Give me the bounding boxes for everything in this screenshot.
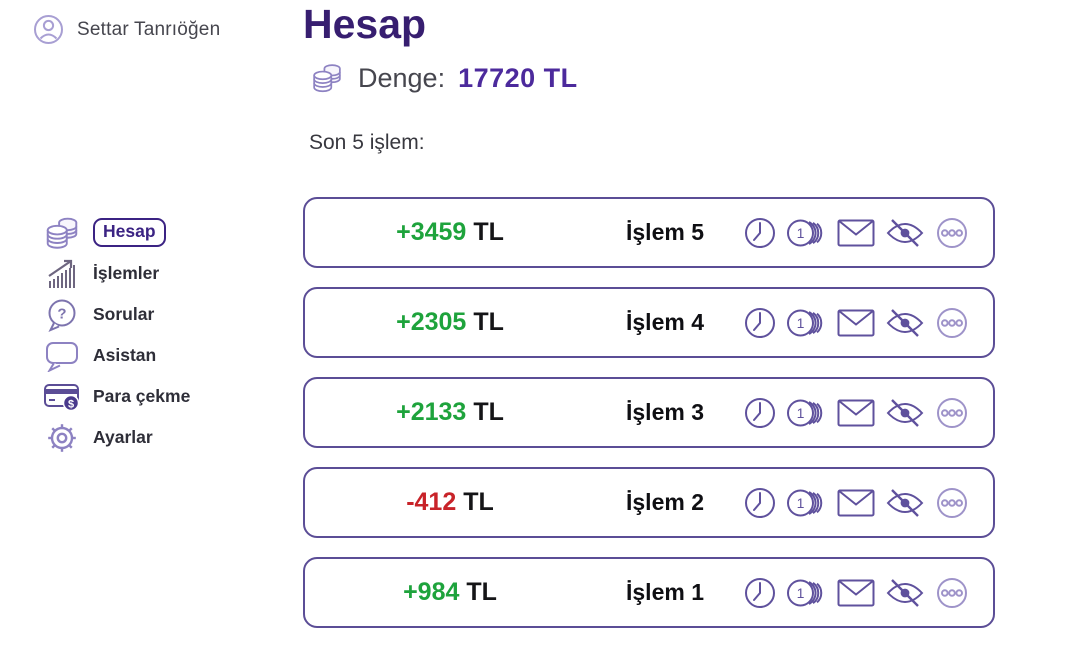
user-badge: Settar Tanrıöğen	[33, 14, 220, 45]
clock-icon[interactable]	[743, 396, 777, 430]
ellipsis-icon[interactable]	[935, 486, 969, 520]
svg-text:?: ?	[57, 305, 66, 322]
transactions-list: +3459 TL İşlem 5 1 +2305 TL İşlem 4 1	[303, 197, 1003, 628]
transaction-label: İşlem 4	[626, 309, 704, 335]
sidebar-label-sorular: Sorular	[93, 304, 155, 324]
balance-label: Denge:	[358, 62, 446, 93]
sidebar-item-ayarlar[interactable]: Ayarlar	[42, 417, 190, 458]
envelope-icon[interactable]	[837, 219, 875, 247]
coin-one-icon[interactable]: 1	[786, 216, 828, 250]
eye-slash-icon[interactable]	[884, 577, 926, 609]
transaction-amount: +2133 TL	[396, 398, 504, 426]
main-panel: Hesap Denge: 17720 TL	[303, 0, 1003, 628]
transaction-row[interactable]: +2305 TL İşlem 4 1	[303, 287, 995, 358]
svg-text:1: 1	[797, 585, 805, 601]
chat-bubble-icon	[42, 340, 82, 372]
sidebar-item-hesap[interactable]: Hesap	[42, 212, 190, 253]
clock-icon[interactable]	[743, 576, 777, 610]
sidebar-item-asistan[interactable]: Asistan	[42, 335, 190, 376]
envelope-icon[interactable]	[837, 399, 875, 427]
svg-text:1: 1	[797, 225, 805, 241]
svg-text:$: $	[68, 398, 74, 410]
page-title: Hesap	[303, 1, 427, 47]
coin-one-icon[interactable]: 1	[786, 306, 828, 340]
svg-text:1: 1	[797, 405, 805, 421]
transaction-actions: 1	[743, 306, 993, 340]
sidebar-label-asistan: Asistan	[93, 345, 157, 365]
transaction-label: İşlem 2	[626, 489, 704, 515]
envelope-icon[interactable]	[837, 309, 875, 337]
eye-slash-icon[interactable]	[884, 217, 926, 249]
coins-icon	[42, 212, 82, 254]
sidebar-item-sorular[interactable]: ? Sorular	[42, 294, 190, 335]
ellipsis-icon[interactable]	[935, 576, 969, 610]
transaction-amount: +2305 TL	[396, 308, 504, 336]
balance-row: Denge: 17720 TL	[309, 59, 1003, 97]
svg-text:1: 1	[797, 495, 805, 511]
transaction-row[interactable]: -412 TL İşlem 2 1	[303, 467, 995, 538]
transaction-amount: -412 TL	[406, 488, 494, 516]
sidebar-label-para-cekme: Para çekme	[93, 386, 191, 406]
card-dollar-icon: $	[42, 381, 82, 413]
balance-value: 17720 TL	[458, 62, 578, 93]
transaction-actions: 1	[743, 576, 993, 610]
gear-icon	[42, 421, 82, 455]
sidebar-label-ayarlar: Ayarlar	[93, 427, 153, 447]
question-bubble-icon: ?	[42, 298, 82, 332]
transaction-row[interactable]: +3459 TL İşlem 5 1	[303, 197, 995, 268]
transaction-row[interactable]: +984 TL İşlem 1 1	[303, 557, 995, 628]
transaction-label: İşlem 1	[626, 579, 704, 605]
transaction-amount: +984 TL	[403, 578, 497, 606]
clock-icon[interactable]	[743, 486, 777, 520]
coins-icon	[309, 59, 345, 97]
sidebar-item-para-cekme[interactable]: $ Para çekme	[42, 376, 190, 417]
coin-one-icon[interactable]: 1	[786, 576, 828, 610]
transaction-actions: 1	[743, 486, 993, 520]
transaction-label: İşlem 5	[626, 219, 704, 245]
ellipsis-icon[interactable]	[935, 216, 969, 250]
sidebar-label-islemler: İşlemler	[93, 263, 160, 283]
envelope-icon[interactable]	[837, 489, 875, 517]
transaction-row[interactable]: +2133 TL İşlem 3 1	[303, 377, 995, 448]
sidebar-label-hesap: Hesap	[93, 218, 166, 247]
transactions-heading: Son 5 işlem:	[309, 131, 425, 154]
eye-slash-icon[interactable]	[884, 307, 926, 339]
user-name: Settar Tanrıöğen	[77, 18, 221, 40]
clock-icon[interactable]	[743, 306, 777, 340]
ellipsis-icon[interactable]	[935, 396, 969, 430]
envelope-icon[interactable]	[837, 579, 875, 607]
coin-one-icon[interactable]: 1	[786, 486, 828, 520]
transaction-actions: 1	[743, 396, 993, 430]
eye-slash-icon[interactable]	[884, 397, 926, 429]
svg-text:1: 1	[797, 315, 805, 331]
sidebar-item-islemler[interactable]: İşlemler	[42, 253, 190, 294]
sidebar: Hesap İşlemler ? Sorular	[42, 212, 190, 458]
clock-icon[interactable]	[743, 216, 777, 250]
transaction-amount: +3459 TL	[396, 218, 504, 246]
coin-one-icon[interactable]: 1	[786, 396, 828, 430]
chart-arrow-icon	[42, 257, 82, 290]
transaction-label: İşlem 3	[626, 399, 704, 425]
user-avatar-icon	[33, 14, 64, 45]
eye-slash-icon[interactable]	[884, 487, 926, 519]
ellipsis-icon[interactable]	[935, 306, 969, 340]
transaction-actions: 1	[743, 216, 993, 250]
